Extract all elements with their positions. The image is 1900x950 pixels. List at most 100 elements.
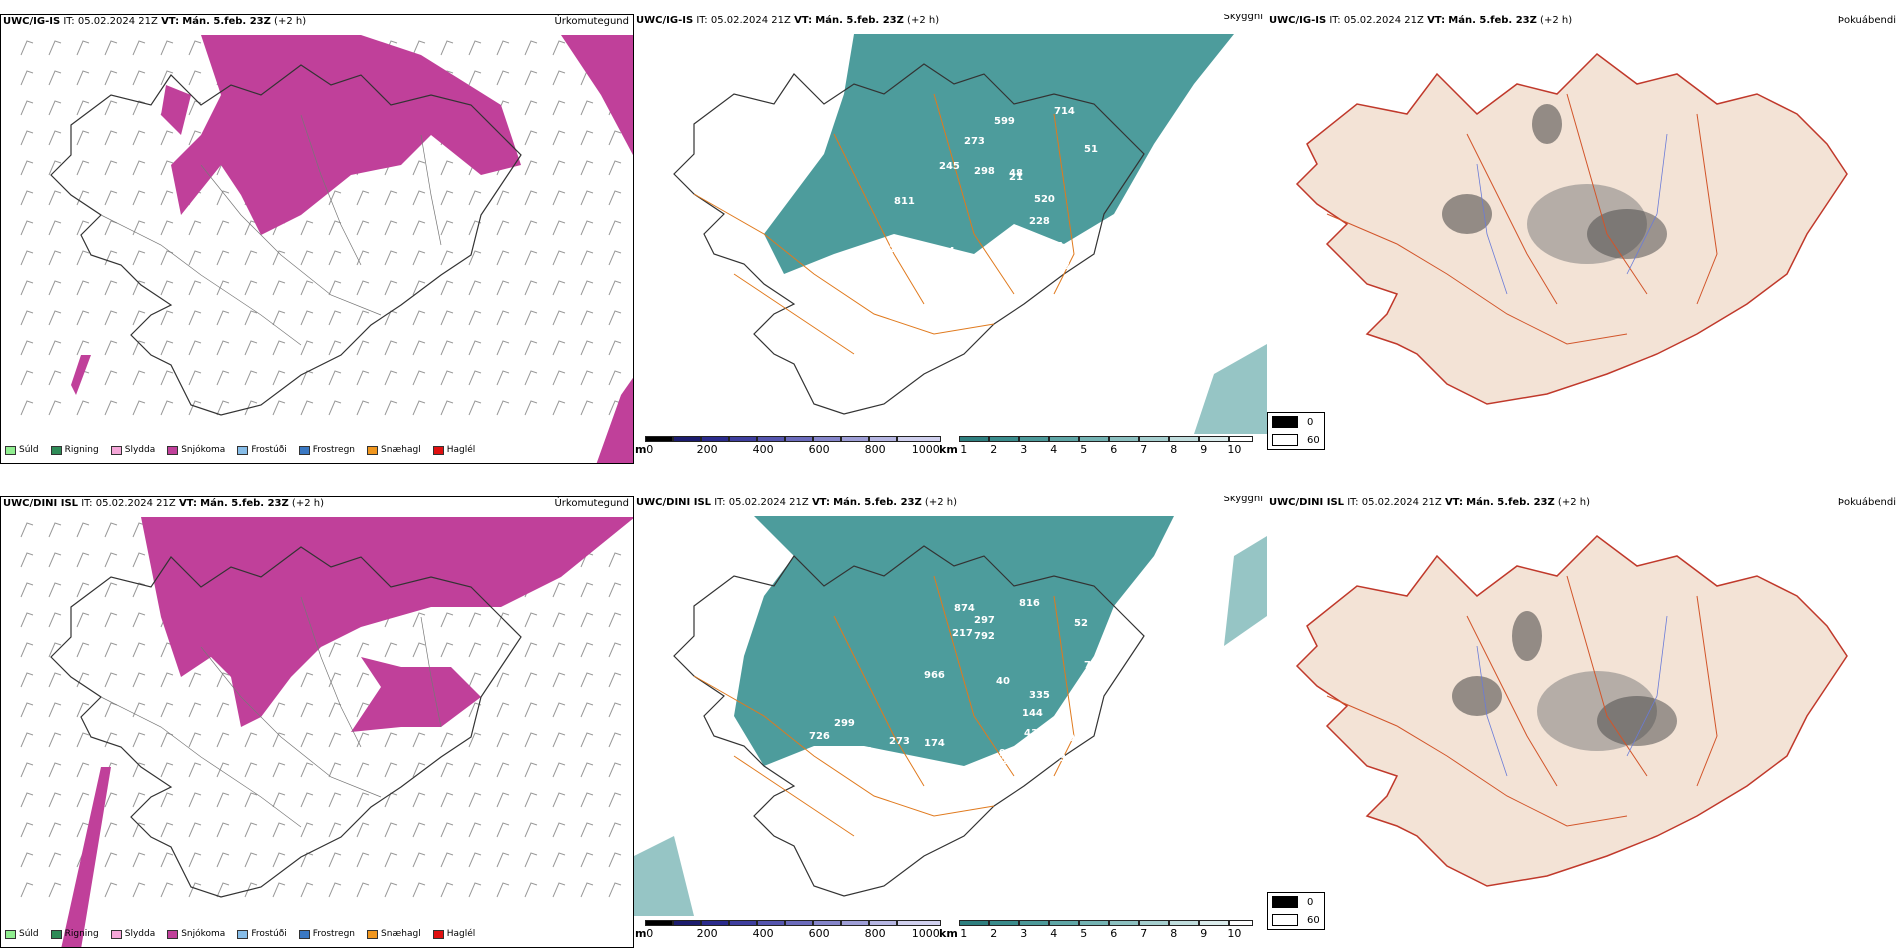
rivers — [1476, 133, 1668, 295]
wind-barb — [300, 822, 314, 838]
wind-barb — [496, 70, 510, 86]
wind-barb — [608, 702, 622, 718]
precip-legend: Súld Rigning Slydda Snjókoma Frostúði Fr… — [5, 445, 483, 455]
snow-area — [161, 85, 191, 135]
wind-barb — [48, 190, 62, 206]
wind-barb — [20, 310, 34, 326]
wind-barb — [496, 702, 510, 718]
wind-barb — [48, 280, 62, 296]
wind-barb — [608, 220, 622, 236]
legend-swatch — [298, 445, 310, 455]
wind-barb — [272, 882, 286, 898]
iceland-coast — [50, 64, 522, 416]
precip-type-panel-dini-isl: UWC/DINI ISL IT: 05.02.2024 21Z VT: Mán.… — [0, 496, 634, 948]
wind-barb — [328, 702, 342, 718]
wind-barb — [356, 190, 370, 206]
wind-barb — [20, 852, 34, 868]
wind-barb — [608, 762, 622, 778]
legend-swatch — [5, 929, 16, 939]
colorbar-segment — [645, 436, 673, 442]
colorbar-tick: 600 — [808, 927, 830, 940]
wind-barb — [272, 400, 286, 416]
wind-barb — [384, 852, 398, 868]
wind-barb — [216, 400, 230, 416]
legend-label: Frostúði — [251, 445, 287, 455]
wind-barb — [552, 130, 566, 146]
wind-barb — [244, 732, 258, 748]
precip-map — [20, 517, 633, 947]
wind-barb — [132, 250, 146, 266]
wind-barb — [216, 762, 230, 778]
it-value: 05.02.2024 21Z — [728, 497, 809, 508]
wind-barb — [104, 340, 118, 356]
legend-label: Snæhagl — [381, 929, 421, 939]
wind-barb — [48, 130, 62, 146]
colorbar-tick: 0 — [646, 443, 654, 456]
wind-barb — [552, 702, 566, 718]
visibility-value-label: 726 — [809, 731, 830, 742]
colorbar-segment — [1229, 920, 1253, 926]
wind-barb — [608, 582, 622, 598]
legend-item: Snjókoma — [167, 929, 225, 939]
colorbar-unit: m — [635, 443, 647, 456]
colorbar-segment — [1169, 920, 1199, 926]
wind-barb — [48, 882, 62, 898]
wind-barb — [132, 70, 146, 86]
visibility-value-label: 294 — [934, 246, 955, 257]
visibility-value-label: 245 — [939, 161, 960, 172]
visibility-value-label: 21 — [1009, 172, 1023, 183]
wind-barb — [48, 340, 62, 356]
colorbar-segment — [959, 436, 989, 442]
visibility-map: 599 273 714 245 298 48 51 21 520 811 228 205 232 294 1… — [673, 34, 1267, 434]
wind-barb — [188, 340, 202, 356]
legend-label: Rigning — [64, 929, 99, 939]
wind-barb — [524, 70, 538, 86]
wind-barb — [356, 400, 370, 416]
wind-barb — [496, 220, 510, 236]
visibility-value-label: 714 — [1054, 106, 1075, 117]
wind-barb — [76, 762, 90, 778]
road-network — [100, 114, 442, 346]
colorbar-tick: 5 — [1080, 443, 1088, 456]
wind-barb — [524, 642, 538, 658]
wind-barb — [20, 642, 34, 658]
visibility-value-label: 71 — [859, 746, 873, 757]
wind-barb — [20, 822, 34, 838]
wind-barb — [272, 310, 286, 326]
wind-barb — [496, 732, 510, 748]
wind-barb — [356, 250, 370, 266]
wind-barb — [48, 642, 62, 658]
it-label: IT: — [63, 16, 75, 27]
visibility-value-label: 520 — [1034, 194, 1055, 205]
wind-barb — [440, 310, 454, 326]
wind-barb — [76, 612, 90, 628]
wind-barb — [244, 762, 258, 778]
wind-barb — [20, 370, 34, 386]
wind-barb — [552, 672, 566, 688]
legend-swatch — [237, 445, 249, 455]
snow-area — [351, 657, 481, 732]
wind-barb — [580, 672, 594, 688]
vt-label: VT: — [794, 15, 813, 26]
wind-barb — [132, 732, 146, 748]
wind-barb — [328, 762, 342, 778]
wind-barb — [468, 310, 482, 326]
wind-barb — [20, 280, 34, 296]
visibility-value-label: 299 — [834, 718, 855, 729]
it-label: IT: — [714, 497, 726, 508]
colorbar-segment — [785, 436, 813, 442]
wind-barb — [160, 672, 174, 688]
wind-barb — [272, 340, 286, 356]
legend-label: Rigning — [64, 445, 99, 455]
wind-barb — [188, 400, 202, 416]
legend-item: Snæhagl — [367, 929, 421, 939]
colorbar-segment — [757, 920, 785, 926]
colorbar-segment — [673, 920, 701, 926]
wind-barb — [160, 822, 174, 838]
wind-barb — [20, 190, 34, 206]
wind-barb — [104, 522, 118, 538]
wind-barb — [20, 762, 34, 778]
colorbar-segment — [1139, 436, 1169, 442]
wind-barb — [216, 792, 230, 808]
colorbar-tick: 7 — [1140, 443, 1148, 456]
